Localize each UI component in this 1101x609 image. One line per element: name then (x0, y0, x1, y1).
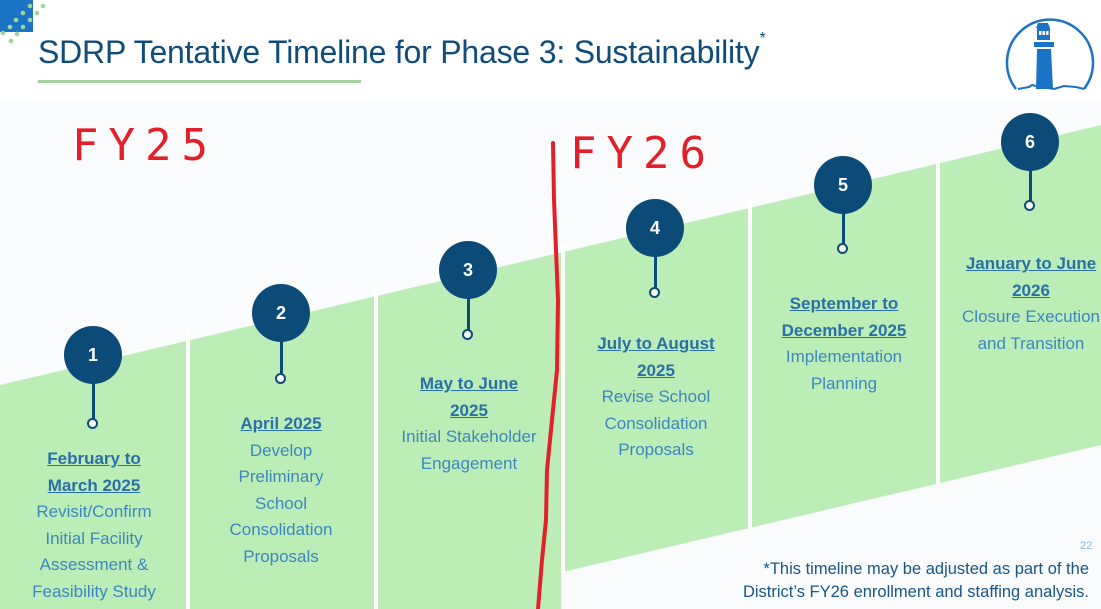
step-description: Feasibility Study (32, 581, 156, 601)
step-description: Initial Stakeholder (401, 427, 537, 446)
step-description: Revise School (601, 387, 711, 406)
step-description: Proposals (618, 440, 694, 459)
step-date: January to June (965, 254, 1097, 273)
title-underline (38, 80, 361, 83)
step-description: Planning (810, 373, 878, 393)
step-description: Closure Execution (962, 307, 1100, 326)
step-connector (842, 212, 845, 252)
step-description: Implementation (785, 347, 903, 366)
step-number-badge: 4 (626, 199, 684, 257)
step-number-badge: 5 (814, 156, 872, 214)
corner-dots-decoration (0, 0, 46, 44)
step-connector (92, 383, 95, 423)
step-date: February to (47, 449, 141, 468)
page-title: SDRP Tentative Timeline for Phase 3: Sus… (38, 30, 766, 70)
step-date: March 2025 (47, 475, 141, 495)
title-asterisk: * (759, 30, 766, 47)
lighthouse-logo (1005, 18, 1095, 91)
fy25-annotation: FY25 (72, 120, 218, 171)
step-date: July to August (597, 334, 715, 353)
step-connector-dot (649, 287, 660, 298)
step-description: Develop (249, 440, 313, 460)
step-connector-dot (462, 329, 473, 340)
step-description: Preliminary (238, 467, 324, 486)
fy26-annotation: FY26 (570, 128, 716, 179)
step-connector-dot (1024, 200, 1035, 211)
step-connector (280, 340, 283, 380)
step-description: Consolidation (229, 520, 333, 539)
step-description: Revisit/Confirm (36, 502, 152, 521)
step-description: Assessment & (39, 555, 149, 574)
step-date: September to (789, 294, 899, 313)
step-description: and Transition (977, 333, 1085, 353)
step-connector-dot (837, 243, 848, 254)
step-description: Initial Facility (45, 528, 143, 548)
step-description: Engagement (420, 453, 518, 473)
page-number: 22 (1080, 540, 1093, 552)
step-connector (467, 297, 470, 337)
step-date: 2025 (637, 360, 675, 380)
step-connector-dot (275, 373, 286, 384)
step-description: Proposals (243, 546, 319, 566)
step-connector (654, 255, 657, 295)
step-date: December 2025 (781, 320, 907, 340)
step-connector (1029, 169, 1032, 209)
footnote: *This timeline may be adjusted as part o… (742, 560, 1089, 601)
step-number-badge: 6 (1001, 113, 1059, 171)
step-connector-dot (87, 418, 98, 429)
step-description: School (255, 493, 307, 513)
step-date: 2025 (450, 400, 488, 420)
step-description: Consolidation (604, 413, 708, 433)
step-number-badge: 3 (439, 241, 497, 299)
step-date: 2026 (1012, 280, 1050, 300)
step-number-badge: 2 (252, 284, 310, 342)
step-date: April 2025 (240, 414, 322, 433)
step-number-badge: 1 (64, 326, 122, 384)
step-date: May to June (419, 374, 519, 393)
